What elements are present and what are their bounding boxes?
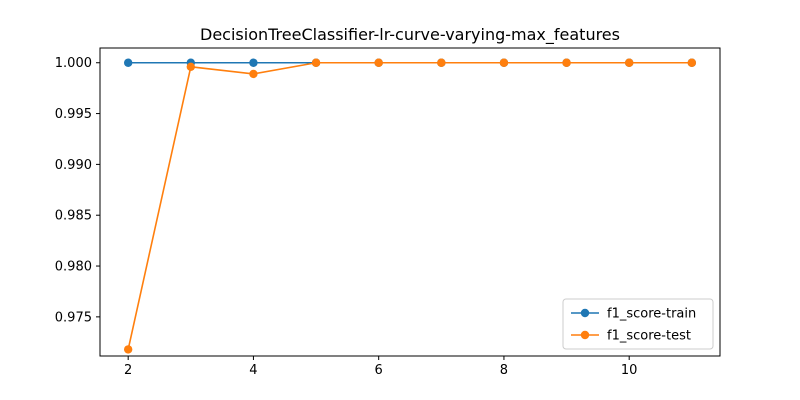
legend-label: f1_score-test (607, 329, 691, 344)
x-tick-label: 8 (500, 363, 508, 378)
legend-box (562, 298, 714, 350)
data-point-f1_score-test (687, 58, 697, 67)
x-tick-label: 4 (249, 363, 257, 378)
data-point-f1_score-train (249, 58, 258, 67)
y-tick-label: 0.990 (55, 158, 92, 173)
data-point-f1_score-test (123, 345, 133, 354)
y-tick-label: 0.995 (55, 107, 92, 122)
x-tick-label: 6 (375, 363, 383, 378)
data-point-f1_score-test (311, 58, 321, 67)
y-tick-label: 0.980 (55, 260, 92, 275)
y-tick-label: 1.000 (55, 56, 92, 71)
plot-area: 2 4 6 8 10 0.975 0.980 0.985 0.990 0.995 1.000 (55, 56, 697, 378)
data-point-f1_score-train (123, 58, 133, 67)
data-point-f1_score-test (499, 58, 509, 67)
axes-frame (99, 47, 721, 357)
legend-label: f1_score-train (607, 307, 696, 322)
data-point-f1_score-test (624, 58, 634, 67)
data-point-f1_score-test (186, 62, 196, 72)
data-point-f1_score-test (374, 58, 383, 67)
legend: f1_score-train f1_score-test (562, 298, 714, 350)
data-point-f1_score-test (249, 69, 258, 79)
legend-marker (580, 330, 590, 340)
chart-title: DecisionTreeClassifier-lr-curve-varying-… (200, 25, 620, 45)
x-tick-label: 2 (124, 363, 132, 378)
data-point-f1_score-test (562, 58, 571, 67)
x-tick-label: 10 (621, 363, 638, 378)
legend-marker (580, 308, 590, 318)
y-tick-label: 0.975 (55, 310, 92, 325)
y-tick-label: 0.985 (55, 209, 92, 224)
series-line-f1_score-test (127, 61, 692, 350)
data-point-f1_score-test (437, 58, 446, 67)
